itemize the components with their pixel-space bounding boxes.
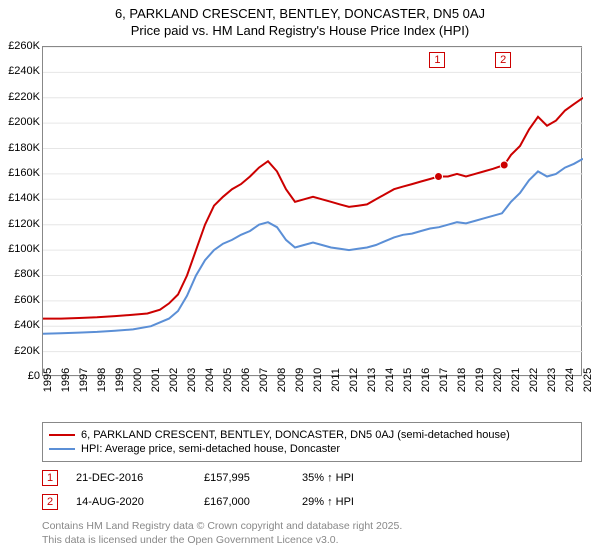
x-tick-label: 1996 [60,368,72,392]
y-tick-label: £220K [8,91,40,103]
x-tick-label: 2018 [456,368,468,392]
y-tick-label: £40K [14,319,40,331]
x-tick-label: 2016 [420,368,432,392]
sale-date-1: 21-DEC-2016 [76,472,186,484]
x-tick-label: 1998 [96,368,108,392]
sale-callout-1: 1 [429,52,445,68]
x-tick-label: 2009 [294,368,306,392]
x-tick-label: 2008 [276,368,288,392]
x-tick-label: 2005 [222,368,234,392]
sale-row-1: 1 21-DEC-2016 £157,995 35% ↑ HPI [42,466,582,490]
sale-price-1: £157,995 [204,472,284,484]
sales-table: 1 21-DEC-2016 £157,995 35% ↑ HPI 2 14-AU… [42,466,582,514]
x-tick-label: 1997 [78,368,90,392]
y-tick-label: £0 [28,370,40,382]
legend: 6, PARKLAND CRESCENT, BENTLEY, DONCASTER… [42,422,582,462]
x-tick-label: 2023 [546,368,558,392]
sale-callout-2: 2 [495,52,511,68]
sale-diff-2: 29% ↑ HPI [302,496,402,508]
x-tick-label: 2021 [510,368,522,392]
x-tick-label: 2017 [438,368,450,392]
y-tick-label: £180K [8,142,40,154]
y-tick-label: £260K [8,40,40,52]
x-tick-label: 2013 [366,368,378,392]
plot-area [42,46,582,376]
legend-item-hpi: HPI: Average price, semi-detached house,… [49,443,575,455]
x-tick-label: 2003 [186,368,198,392]
sale-date-2: 14-AUG-2020 [76,496,186,508]
x-tick-label: 2010 [312,368,324,392]
x-tick-label: 1999 [114,368,126,392]
x-tick-label: 2007 [258,368,270,392]
y-tick-label: £120K [8,218,40,230]
sale-marker-1: 1 [42,470,58,486]
y-tick-label: £20K [14,345,40,357]
sale-row-2: 2 14-AUG-2020 £167,000 29% ↑ HPI [42,490,582,514]
legend-swatch-subject [49,434,75,436]
x-tick-label: 2014 [384,368,396,392]
x-tick-label: 2006 [240,368,252,392]
footer-line1: Contains HM Land Registry data © Crown c… [42,520,582,534]
chart-titles: 6, PARKLAND CRESCENT, BENTLEY, DONCASTER… [0,0,600,38]
y-tick-label: £160K [8,167,40,179]
y-tick-label: £240K [8,65,40,77]
x-tick-label: 2004 [204,368,216,392]
x-tick-label: 2022 [528,368,540,392]
sale-marker-2: 2 [42,494,58,510]
y-tick-label: £140K [8,192,40,204]
x-tick-label: 2024 [564,368,576,392]
y-tick-label: £80K [14,268,40,280]
x-tick-label: 2020 [492,368,504,392]
chart-title-line2: Price paid vs. HM Land Registry's House … [0,23,600,38]
x-tick-label: 2001 [150,368,162,392]
sale-price-2: £167,000 [204,496,284,508]
y-tick-label: £200K [8,116,40,128]
chart-title-line1: 6, PARKLAND CRESCENT, BENTLEY, DONCASTER… [0,6,600,21]
x-tick-label: 2025 [582,368,594,392]
x-tick-label: 2015 [402,368,414,392]
plot-svg [43,47,583,377]
x-tick-label: 2019 [474,368,486,392]
legend-label-subject: 6, PARKLAND CRESCENT, BENTLEY, DONCASTER… [81,429,510,441]
footer-line2: This data is licensed under the Open Gov… [42,534,582,548]
x-tick-label: 2002 [168,368,180,392]
x-tick-label: 1995 [42,368,54,392]
x-tick-label: 2012 [348,368,360,392]
chart-container: 6, PARKLAND CRESCENT, BENTLEY, DONCASTER… [0,0,600,560]
x-tick-label: 2000 [132,368,144,392]
legend-item-subject: 6, PARKLAND CRESCENT, BENTLEY, DONCASTER… [49,429,575,441]
sale-diff-1: 35% ↑ HPI [302,472,402,484]
legend-label-hpi: HPI: Average price, semi-detached house,… [81,443,340,455]
y-tick-label: £100K [8,243,40,255]
y-tick-label: £60K [14,294,40,306]
legend-swatch-hpi [49,448,75,450]
footer: Contains HM Land Registry data © Crown c… [42,520,582,547]
x-tick-label: 2011 [330,368,342,392]
